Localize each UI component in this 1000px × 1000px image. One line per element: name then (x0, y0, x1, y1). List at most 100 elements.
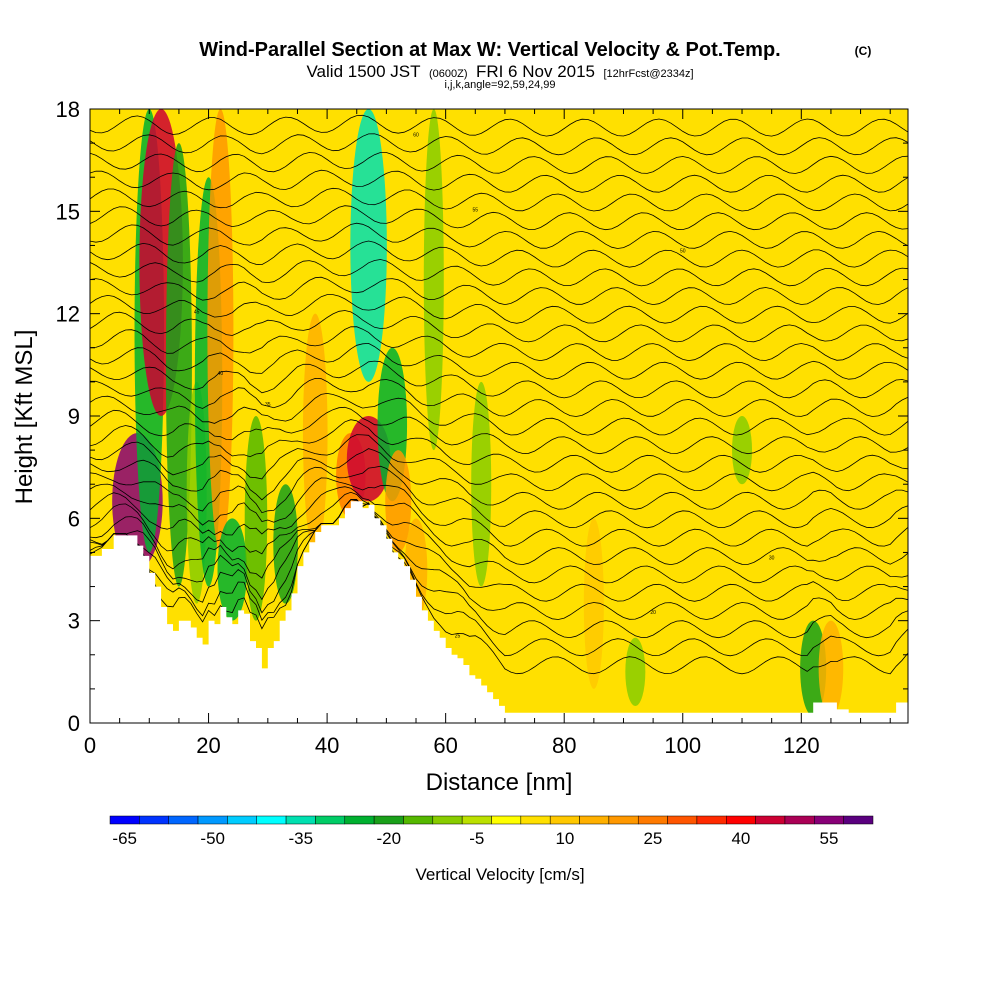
theta-contour (90, 486, 908, 566)
colorbar-swatch (637, 815, 668, 825)
colorbar-swatch (403, 815, 434, 825)
x-axis-label: Distance [nm] (426, 769, 573, 796)
theta-contour (90, 434, 908, 492)
y-tick-label: 15 (56, 199, 80, 224)
theta-contour (90, 419, 908, 473)
x-tick-label: 40 (315, 733, 339, 758)
colorbar-swatch (139, 815, 169, 825)
colorbar-tick-label: -65 (112, 829, 137, 848)
subtitle-date: FRI 6 Nov 2015 (476, 62, 595, 81)
colorbar-swatch (755, 815, 786, 825)
theta-contour (90, 133, 908, 156)
theta-contour (90, 499, 908, 657)
colorbar-tick-label: -35 (289, 829, 314, 848)
theta-contour (90, 499, 908, 602)
theta-contour (90, 187, 908, 212)
colorbar-swatch (814, 815, 844, 825)
velocity-feature (385, 450, 412, 553)
colorbar-swatch (608, 815, 639, 825)
colorbar-swatch (432, 815, 463, 825)
velocity-feature (244, 415, 268, 621)
theta-contour (90, 114, 908, 137)
colorbar-tick-label: -20 (377, 829, 402, 848)
x-tick-label: 80 (552, 733, 576, 758)
subtitle-valid: Valid 1500 JST (306, 62, 420, 81)
colorbar-label: Vertical Velocity [cm/s] (415, 865, 584, 884)
x-tick-label: 0 (84, 733, 96, 758)
contour-label: 20 (650, 610, 656, 616)
contour-label: 25 (455, 634, 461, 640)
title-text: Wind-Parallel Section at Max W: Vertical… (199, 39, 780, 61)
colorbar-swatch (109, 815, 140, 825)
theta-contour (90, 499, 908, 620)
colorbar-tick-label: 40 (731, 829, 750, 848)
colorbar-swatch (285, 815, 316, 825)
theta-contour (90, 465, 908, 529)
x-tick-label: 20 (196, 733, 220, 758)
colorbar-swatch (197, 815, 228, 825)
theta-contour (90, 377, 908, 417)
y-tick-label: 18 (56, 97, 80, 122)
chart-title: Wind-Parallel Section at Max W: Vertical… (199, 39, 871, 61)
theta-contour (90, 477, 908, 547)
chart-subtitle: Valid 1500 JST (0600Z) FRI 6 Nov 2015 [1… (306, 62, 693, 91)
subtitle-fcst: [12hrFcst@2334z] (603, 68, 693, 80)
velocity-feature (217, 518, 248, 621)
subtitle-params: i,j,k,angle=92,59,24,99 (444, 79, 555, 91)
velocity-feature (583, 518, 604, 689)
colorbar-swatch (784, 815, 815, 825)
velocity-feature (818, 620, 844, 717)
x-tick-label: 60 (433, 733, 457, 758)
colorbar-swatch (461, 815, 492, 825)
velocity-feature (350, 109, 387, 382)
theta-contour (90, 360, 908, 399)
velocity-feature (207, 109, 234, 553)
colorbar-swatch (696, 815, 727, 825)
subtitle-utc: (0600Z) (429, 68, 468, 80)
colorbar-swatch (843, 815, 874, 825)
contour-label: 45 (194, 310, 200, 316)
y-tick-label: 12 (56, 302, 80, 327)
colorbar-tick-label: 25 (643, 829, 662, 848)
x-tick-label: 100 (664, 733, 701, 758)
colorbar-tick-label: -50 (200, 829, 225, 848)
theta-contour (90, 499, 908, 639)
theta-contour (90, 294, 908, 324)
x-axis: 0 20 40 60 80 100 120 (84, 109, 891, 758)
theta-contour (90, 222, 908, 249)
colorbar-swatch (726, 815, 756, 825)
colorbar-swatch (549, 815, 580, 825)
contour-label: 60 (413, 132, 419, 138)
y-tick-label: 0 (68, 711, 80, 736)
theta-contour (90, 406, 908, 455)
terrain-mask (90, 501, 908, 723)
y-axis: 0 3 6 9 12 15 18 (56, 97, 908, 736)
theta-contour (90, 240, 908, 268)
velocity-feature (800, 620, 827, 717)
colorbar-swatch (579, 815, 610, 825)
colorbar-swatch (520, 815, 551, 825)
contour-label: 55 (473, 207, 479, 213)
theta-contour (90, 276, 908, 306)
colorbar-swatch (227, 815, 257, 825)
theta-contour (90, 169, 908, 193)
theta-contour (90, 342, 908, 380)
theta-contour (90, 392, 908, 436)
colorbar-tick-label: -5 (469, 829, 484, 848)
colorbar: -65 -50 -35 -20 -5 10 25 40 55 (109, 815, 874, 848)
theta-contour (90, 491, 908, 584)
theta-contour (90, 152, 908, 175)
velocity-feature (423, 109, 444, 451)
colorbar-swatch (256, 815, 287, 825)
x-tick-label: 120 (783, 733, 820, 758)
theta-contour (90, 448, 908, 510)
colorbar-tick-label: 10 (555, 829, 574, 848)
y-tick-label: 3 (68, 609, 80, 634)
colorbar-swatch (491, 815, 522, 825)
colorbar-tick-label: 55 (820, 829, 839, 848)
colorbar-swatch (315, 815, 346, 825)
colorbar-swatch (373, 815, 404, 825)
theta-contour (90, 205, 908, 231)
colorbar-swatch (344, 815, 375, 825)
